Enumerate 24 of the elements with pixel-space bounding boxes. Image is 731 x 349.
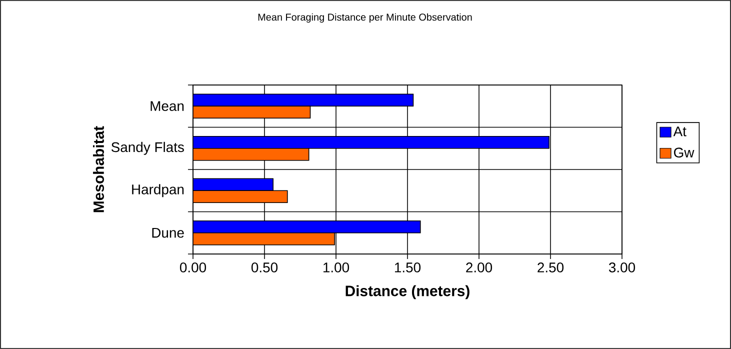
bar: [193, 148, 310, 161]
y-tick-label: Mean: [150, 101, 184, 111]
x-tick-label: 1.00: [323, 262, 350, 272]
bar: [193, 106, 311, 119]
y-tick-label: Hardpan: [132, 184, 184, 198]
x-tick-label: 0.00: [180, 262, 206, 272]
x-tick-label: 3.00: [608, 262, 636, 272]
bar: [193, 178, 274, 192]
x-tick-label: 2.00: [466, 262, 492, 272]
y-tick-label: Dune: [152, 228, 184, 238]
legend-label: Gw: [674, 148, 694, 158]
y-axis-title: Mesohabitat: [93, 126, 104, 212]
chart-title: Mean Foraging Distance per Minute Observation: [258, 13, 472, 23]
bar: [193, 220, 421, 234]
bar: [193, 94, 414, 107]
x-tick-label: 2.50: [538, 262, 564, 272]
x-tick-label: 1.50: [394, 262, 421, 272]
bar: [193, 232, 335, 246]
bar: [193, 190, 288, 204]
x-tick-label: 0.50: [251, 262, 278, 272]
x-axis-title: Distance (meters): [346, 285, 470, 300]
bar: [193, 136, 550, 149]
legend-label: At: [673, 126, 686, 136]
y-tick-label: Sandy Flats: [111, 142, 184, 155]
